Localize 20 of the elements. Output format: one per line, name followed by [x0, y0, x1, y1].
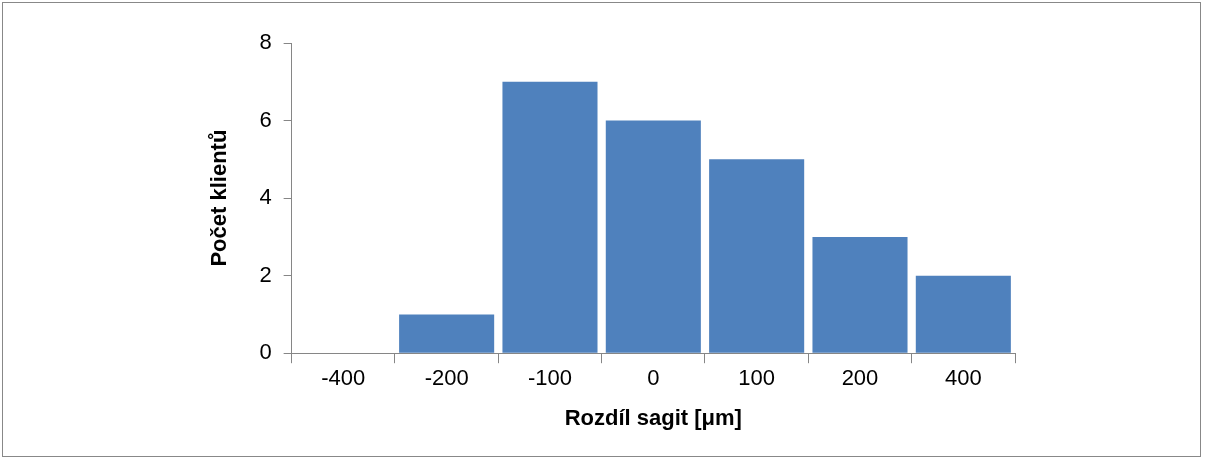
- bar: [502, 81, 598, 353]
- x-tick-label: 400: [944, 365, 982, 391]
- bar: [812, 236, 908, 353]
- y-axis-title: Počet klientů: [206, 129, 232, 267]
- x-tick-label: -100: [527, 365, 572, 391]
- bar: [399, 314, 495, 353]
- x-tick-label: -200: [424, 365, 469, 391]
- y-tick-label: 2: [259, 261, 272, 287]
- bar: [605, 120, 701, 353]
- x-axis-title: Rozdíl sagit [μm]: [564, 404, 742, 430]
- x-tick-label: 200: [841, 365, 879, 391]
- y-tick-label: 6: [259, 106, 272, 132]
- x-tick-label: -400: [321, 365, 366, 391]
- x-tick-label: 100: [738, 365, 776, 391]
- y-tick-label: 4: [259, 184, 272, 210]
- y-tick-label: 0: [259, 339, 272, 365]
- bar: [709, 159, 805, 353]
- bar: [915, 275, 1011, 353]
- x-tick-label: 0: [647, 365, 660, 391]
- y-tick-label: 8: [259, 29, 272, 55]
